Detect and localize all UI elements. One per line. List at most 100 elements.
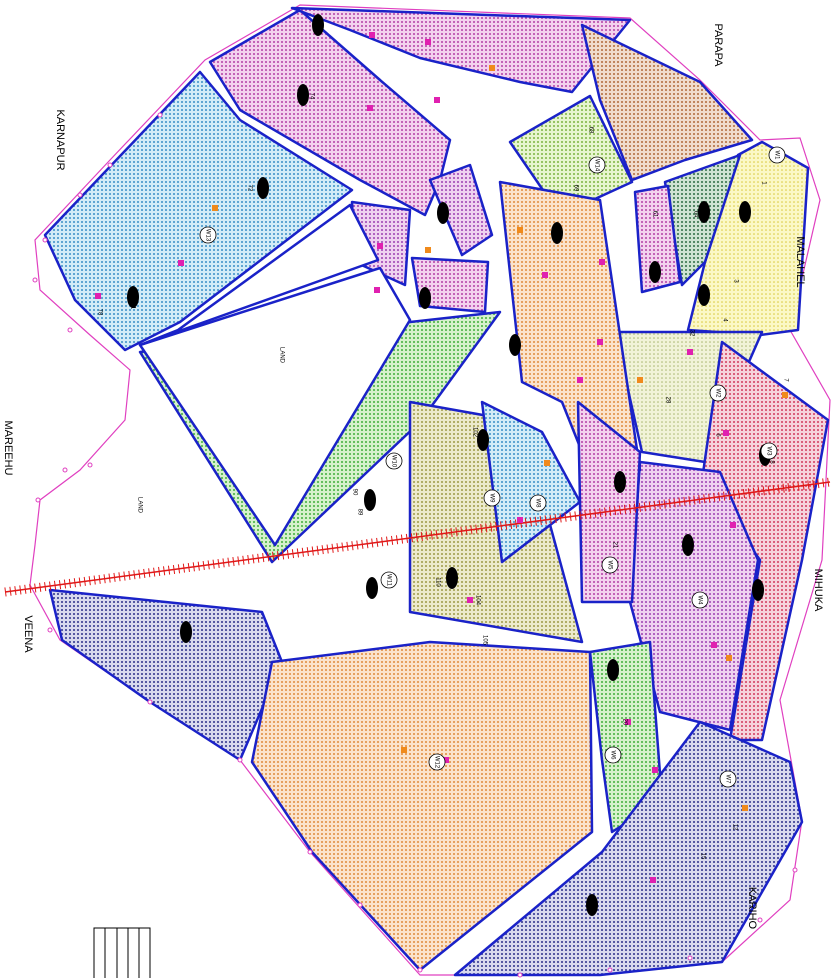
building [730, 522, 736, 528]
structure [607, 659, 619, 681]
building [542, 272, 548, 278]
ward-label: W14 [593, 159, 599, 172]
structure [437, 202, 449, 224]
boundary-pillar [108, 163, 112, 167]
ward-label: W6 [609, 751, 615, 761]
plot-number: 105 [481, 635, 487, 646]
boundary-pillar [418, 968, 422, 972]
plot-number: 61 [651, 211, 657, 218]
building [599, 259, 605, 265]
building [726, 655, 732, 661]
plot-number: 81 [129, 303, 135, 310]
plot-number: 12 [731, 824, 737, 831]
structure [698, 201, 710, 223]
building [212, 205, 218, 211]
structure [649, 261, 661, 283]
boundary-pillar [518, 973, 522, 977]
building [711, 642, 717, 648]
structure [257, 177, 269, 199]
ward-label: W7 [724, 775, 730, 785]
building [782, 392, 788, 398]
ward-label: W1 [773, 151, 779, 161]
structure [614, 471, 626, 493]
boundary-pillar [688, 956, 692, 960]
building [723, 430, 729, 436]
building [367, 105, 373, 111]
ward-label: W2 [714, 389, 720, 399]
ward-label: W13 [204, 229, 210, 242]
boundary-pillar [33, 278, 37, 282]
boundary-pillar [43, 238, 47, 242]
structure [366, 577, 378, 599]
building [95, 293, 101, 299]
boundary-pillar [78, 193, 82, 197]
structure [364, 489, 376, 511]
place-name: KARNAPUR [54, 109, 66, 170]
ward-label: W8 [534, 499, 540, 509]
boundary-pillar [308, 850, 312, 854]
building [374, 287, 380, 293]
structure [419, 287, 431, 309]
boundary-pillar [158, 113, 162, 117]
structure [477, 429, 489, 451]
plot-number: 90 [351, 489, 357, 496]
structure [446, 567, 458, 589]
structure [739, 201, 751, 223]
ward-label: W12 [433, 756, 439, 769]
plot-number: 15 [699, 853, 705, 860]
plot-number: 89 [356, 509, 362, 516]
boundary-pillar [48, 628, 52, 632]
building [517, 517, 523, 523]
structure [509, 334, 521, 356]
boundary-pillar [68, 328, 72, 332]
ward-label: W3 [765, 447, 771, 457]
building [687, 349, 693, 355]
plot-number: 104 [474, 595, 480, 606]
structure [297, 84, 309, 106]
building [597, 339, 603, 345]
place-name: MALAHEL [794, 236, 806, 287]
building [178, 260, 184, 266]
building [637, 377, 643, 383]
boundary-pillar [36, 498, 40, 502]
ward-label: W11 [385, 574, 391, 587]
legend-table [94, 928, 150, 978]
village-map: LAND LAND PARAPAMALAHELMIHUKAKARIHOVEENA… [0, 0, 833, 978]
plot-number: 78 [96, 309, 102, 316]
building [742, 805, 748, 811]
building [401, 747, 407, 753]
building [577, 377, 583, 383]
plot-number: 102 [471, 427, 477, 438]
boundary-pillar [63, 468, 67, 472]
boundary-pillar [88, 463, 92, 467]
building [425, 39, 431, 45]
place-name: VEENA [22, 615, 34, 653]
plot-number: 64 [692, 211, 698, 218]
building [377, 243, 383, 249]
structure [586, 894, 598, 916]
building [425, 247, 431, 253]
place-name: MIHUKA [812, 569, 824, 612]
structure [752, 579, 764, 601]
building [650, 877, 656, 883]
plot-number: 110 [434, 577, 440, 587]
ward-label: W5 [606, 561, 612, 571]
boundary-pillar [793, 868, 797, 872]
place-name: MAREEHU [2, 420, 14, 475]
structure [312, 14, 324, 36]
plot-number: 28 [664, 397, 670, 404]
building [467, 597, 473, 603]
building [434, 97, 440, 103]
structure [698, 284, 710, 306]
place-name: PARAPA [712, 24, 724, 68]
plot-number: 72 [246, 185, 252, 192]
plot-number: 68 [587, 127, 593, 134]
structure [682, 534, 694, 556]
boundary-pillar [148, 700, 152, 704]
plot-number: 21 [611, 542, 617, 549]
building [489, 65, 495, 71]
ward-label: W9 [488, 494, 494, 504]
structure [551, 222, 563, 244]
boundary-pillar [358, 903, 362, 907]
building [369, 32, 375, 38]
